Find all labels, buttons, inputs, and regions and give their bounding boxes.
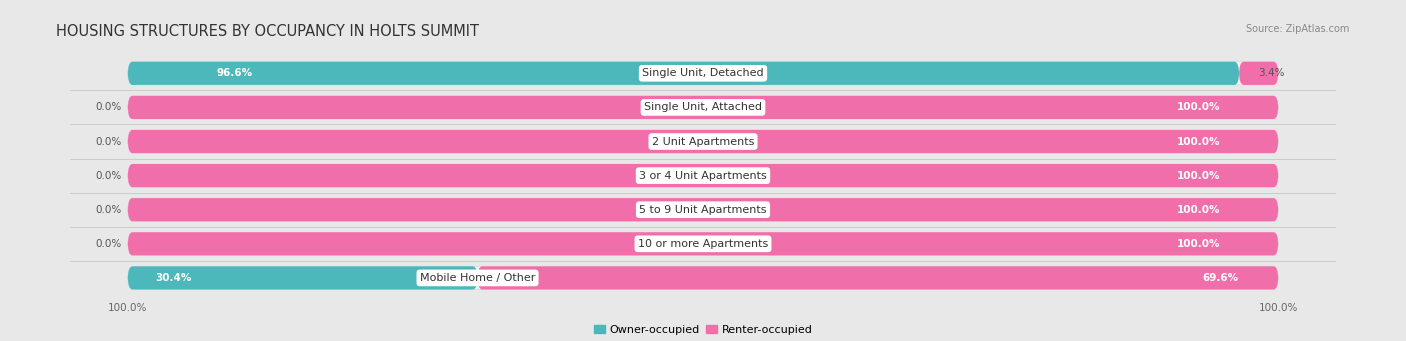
FancyBboxPatch shape [128, 266, 478, 290]
Text: 10 or more Apartments: 10 or more Apartments [638, 239, 768, 249]
FancyBboxPatch shape [128, 232, 1278, 255]
Text: 100.0%: 100.0% [1177, 102, 1220, 113]
Text: 100.0%: 100.0% [1177, 239, 1220, 249]
FancyBboxPatch shape [128, 198, 1278, 221]
FancyBboxPatch shape [128, 198, 1278, 221]
FancyBboxPatch shape [128, 130, 1278, 153]
FancyBboxPatch shape [128, 266, 1278, 290]
Text: 100.0%: 100.0% [1177, 170, 1220, 181]
FancyBboxPatch shape [128, 96, 1278, 119]
Text: Mobile Home / Other: Mobile Home / Other [420, 273, 536, 283]
Text: Single Unit, Detached: Single Unit, Detached [643, 68, 763, 78]
FancyBboxPatch shape [128, 62, 1278, 85]
Text: Single Unit, Attached: Single Unit, Attached [644, 102, 762, 113]
Text: 100.0%: 100.0% [1177, 136, 1220, 147]
FancyBboxPatch shape [478, 266, 1278, 290]
Text: 0.0%: 0.0% [96, 205, 122, 215]
Text: 0.0%: 0.0% [96, 170, 122, 181]
Legend: Owner-occupied, Renter-occupied: Owner-occupied, Renter-occupied [589, 320, 817, 339]
Text: 100.0%: 100.0% [1177, 205, 1220, 215]
FancyBboxPatch shape [128, 164, 1278, 187]
Text: 30.4%: 30.4% [156, 273, 193, 283]
Text: 3 or 4 Unit Apartments: 3 or 4 Unit Apartments [640, 170, 766, 181]
FancyBboxPatch shape [128, 130, 1278, 153]
FancyBboxPatch shape [128, 232, 1278, 255]
Text: 2 Unit Apartments: 2 Unit Apartments [652, 136, 754, 147]
Text: 0.0%: 0.0% [96, 102, 122, 113]
Text: 5 to 9 Unit Apartments: 5 to 9 Unit Apartments [640, 205, 766, 215]
FancyBboxPatch shape [128, 62, 1239, 85]
Text: 96.6%: 96.6% [217, 68, 253, 78]
Text: 0.0%: 0.0% [96, 136, 122, 147]
Text: 0.0%: 0.0% [96, 239, 122, 249]
FancyBboxPatch shape [1239, 62, 1278, 85]
FancyBboxPatch shape [128, 96, 1278, 119]
Text: 3.4%: 3.4% [1258, 68, 1285, 78]
Text: 69.6%: 69.6% [1202, 273, 1239, 283]
Text: Source: ZipAtlas.com: Source: ZipAtlas.com [1246, 24, 1350, 34]
Text: HOUSING STRUCTURES BY OCCUPANCY IN HOLTS SUMMIT: HOUSING STRUCTURES BY OCCUPANCY IN HOLTS… [56, 24, 479, 39]
FancyBboxPatch shape [128, 164, 1278, 187]
